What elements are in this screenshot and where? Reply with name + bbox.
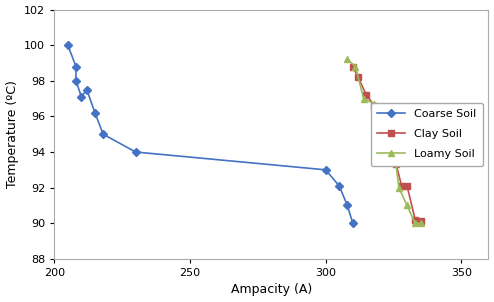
Clay Soil — [417, 220, 423, 223]
Loamy Soil — [390, 143, 396, 147]
Coarse Soil — [133, 150, 139, 154]
Loamy Soil — [371, 102, 377, 106]
Line: Loamy Soil: Loamy Soil — [344, 57, 423, 226]
Line: Coarse Soil: Coarse Soil — [65, 42, 356, 226]
Coarse Soil — [79, 95, 84, 99]
Clay Soil — [412, 218, 418, 221]
Loamy Soil — [417, 221, 423, 225]
Clay Soil — [377, 132, 383, 136]
Loamy Soil — [404, 204, 410, 207]
Legend: Coarse Soil, Clay Soil, Loamy Soil: Coarse Soil, Clay Soil, Loamy Soil — [370, 103, 483, 166]
Coarse Soil — [92, 111, 98, 115]
Y-axis label: Temperature (ºC): Temperature (ºC) — [5, 80, 19, 188]
Loamy Soil — [361, 97, 367, 100]
Coarse Soil — [73, 65, 79, 68]
Loamy Soil — [380, 132, 386, 136]
Coarse Soil — [65, 43, 71, 47]
Loamy Soil — [344, 58, 350, 61]
Loamy Soil — [353, 65, 359, 68]
Coarse Soil — [73, 79, 79, 83]
Clay Soil — [393, 163, 399, 166]
Clay Soil — [364, 93, 370, 97]
Clay Soil — [371, 104, 377, 108]
Loamy Soil — [396, 186, 402, 189]
Coarse Soil — [100, 132, 106, 136]
Coarse Soil — [344, 204, 350, 207]
Coarse Soil — [350, 221, 356, 225]
Clay Soil — [385, 147, 391, 150]
X-axis label: Ampacity (A): Ampacity (A) — [231, 284, 312, 297]
Clay Soil — [399, 184, 405, 188]
Loamy Soil — [412, 221, 418, 225]
Clay Soil — [355, 76, 361, 79]
Coarse Soil — [323, 168, 329, 172]
Clay Soil — [404, 184, 410, 188]
Clay Soil — [350, 65, 356, 68]
Line: Clay Soil: Clay Soil — [350, 64, 423, 224]
Coarse Soil — [336, 184, 342, 188]
Coarse Soil — [84, 88, 90, 92]
